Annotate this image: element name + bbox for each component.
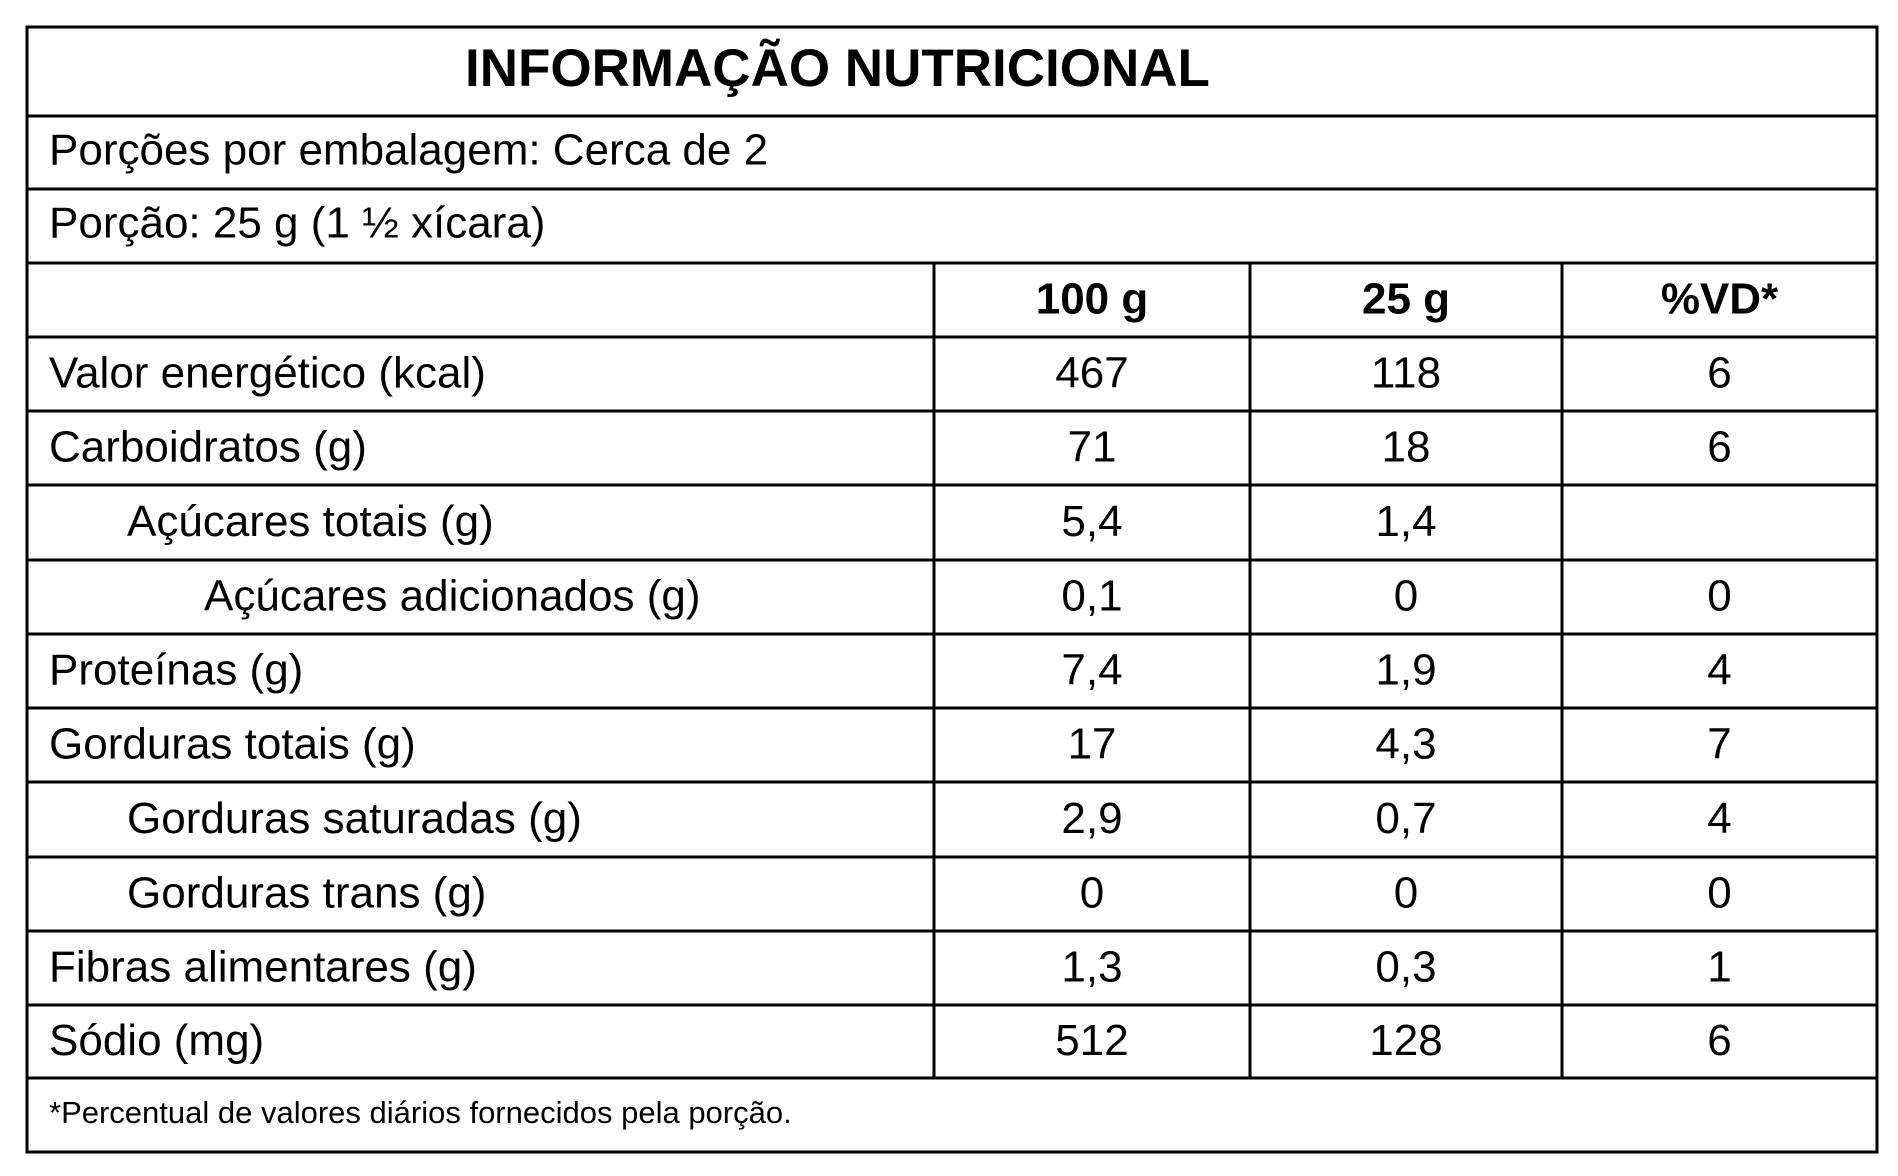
nutrient-name: Valor energético (kcal) (49, 349, 486, 398)
column-header: 100 g (1036, 275, 1149, 324)
nutrient-name: Proteínas (g) (49, 646, 303, 695)
nutrient-value: 467 (1055, 349, 1128, 398)
nutrient-value: 18 (1382, 423, 1431, 472)
nutrient-value: 6 (1707, 423, 1731, 472)
serving-size: Porção: 25 g (1 ½ xícara) (49, 199, 545, 248)
nutrient-name: Fibras alimentares (g) (49, 943, 477, 992)
nutrient-value: 4 (1707, 794, 1731, 843)
nutrient-value: 7,4 (1061, 646, 1122, 695)
servings-per-package: Porções por embalagem: Cerca de 2 (49, 126, 768, 175)
nutrient-value: 7 (1707, 720, 1731, 769)
nutrient-value: 0,1 (1061, 572, 1122, 621)
nutrient-value: 118 (1371, 349, 1441, 398)
nutrient-value: 128 (1369, 1016, 1442, 1065)
label-title: INFORMAÇÃO NUTRICIONAL (465, 38, 1210, 98)
nutrient-value: 1 (1707, 943, 1731, 992)
label-border (25, 25, 1879, 1154)
nutrient-value: 0 (1394, 869, 1418, 918)
nutrient-value: 71 (1068, 423, 1117, 472)
nutrient-value: 6 (1707, 1016, 1731, 1065)
nutrient-value: 6 (1707, 349, 1731, 398)
nutrient-value: 0 (1707, 869, 1731, 918)
nutrient-name: Gorduras trans (g) (127, 869, 486, 918)
nutrient-value: 1,4 (1375, 497, 1436, 546)
nutrient-value: 5,4 (1061, 497, 1122, 546)
footnote: *Percentual de valores diários fornecido… (49, 1095, 792, 1130)
nutrient-value: 0 (1080, 869, 1104, 918)
nutrient-name: Sódio (mg) (49, 1016, 264, 1065)
nutrient-value: 4 (1707, 646, 1731, 695)
nutrient-name: Açúcares adicionados (g) (204, 572, 700, 621)
nutrient-name: Gorduras totais (g) (49, 720, 416, 769)
nutrient-value: 0 (1394, 572, 1418, 621)
nutrient-value: 0,3 (1375, 943, 1436, 992)
nutrient-value: 0 (1707, 572, 1731, 621)
nutrient-value: 1,9 (1375, 646, 1436, 695)
nutrient-value: 1,3 (1061, 943, 1122, 992)
nutrient-value: 512 (1055, 1016, 1128, 1065)
nutrient-value: 17 (1068, 720, 1117, 769)
nutrient-value: 2,9 (1061, 794, 1122, 843)
column-header: %VD* (1661, 275, 1779, 324)
nutrient-value: 0,7 (1375, 794, 1436, 843)
nutrient-value: 4,3 (1375, 720, 1436, 769)
column-header: 25 g (1362, 275, 1450, 324)
nutrient-name: Açúcares totais (g) (127, 497, 494, 546)
nutrient-name: Gorduras saturadas (g) (127, 794, 582, 843)
nutrient-name: Carboidratos (g) (49, 423, 367, 472)
